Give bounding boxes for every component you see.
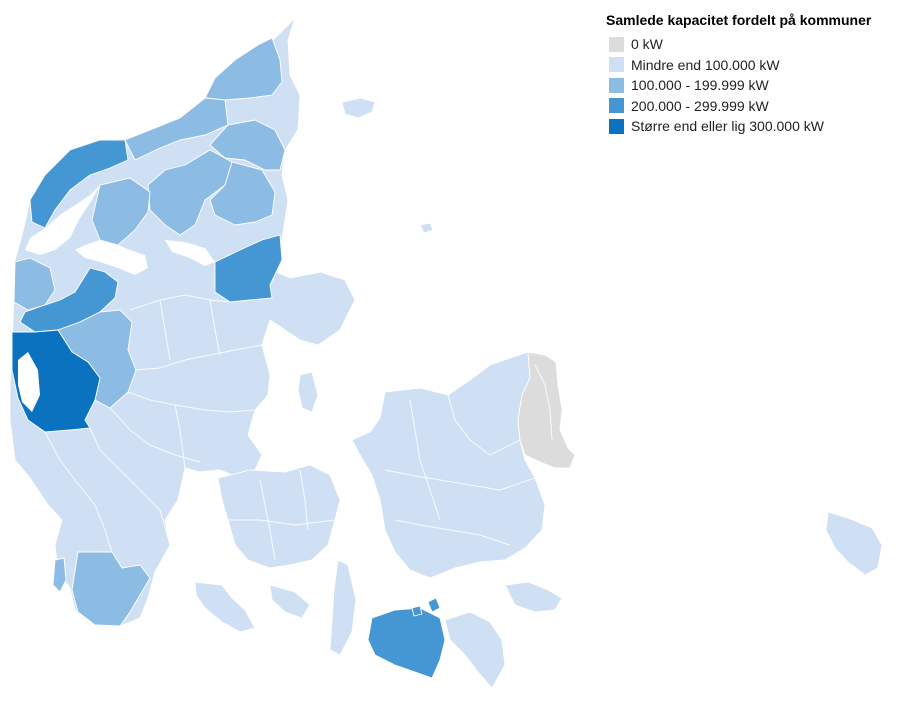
falster — [444, 611, 506, 689]
rebild — [147, 149, 233, 236]
legend-item-1: Mindre end 100.000 kW — [606, 55, 891, 76]
legend-swatch-1 — [609, 57, 624, 73]
legend-label-4: Større end eller lig 300.000 kW — [631, 118, 824, 135]
copenhagen-area — [517, 351, 576, 469]
legend-swatch-2 — [609, 77, 624, 93]
municipality-borders — [44, 294, 553, 561]
fano — [52, 557, 67, 593]
map-legend: Samlede kapacitet fordelt på kommuner 0 … — [606, 12, 891, 137]
aero — [194, 581, 256, 633]
fyn — [217, 464, 341, 569]
mariager-fjord — [165, 240, 215, 266]
jammerbugt — [124, 97, 229, 161]
legend-label-0: 0 kW — [631, 36, 663, 53]
legend-swatch-0 — [609, 36, 624, 52]
vesthimmerland — [91, 177, 151, 246]
norddjurs — [214, 234, 283, 303]
legend-label-3: 200.000 - 299.999 kW — [631, 97, 769, 114]
legend-label-2: 100.000 - 199.999 kW — [631, 77, 769, 94]
esbjerg — [71, 551, 151, 627]
tasinge — [269, 584, 311, 619]
langeland — [329, 559, 357, 656]
legend-item-2: 100.000 - 199.999 kW — [606, 75, 891, 96]
legend-title: Samlede kapacitet fordelt på kommuner — [606, 12, 872, 28]
lolland-islet-2 — [411, 605, 423, 617]
mon — [504, 581, 563, 613]
zealand — [351, 351, 546, 579]
limfjord-center — [75, 240, 148, 275]
legend-item-0: 0 kW — [606, 34, 891, 55]
legend-swatch-3 — [609, 98, 624, 114]
limfjord-west — [25, 185, 100, 255]
anholt — [419, 222, 434, 234]
legend-label-1: Mindre end 100.000 kW — [631, 56, 780, 73]
samso — [297, 371, 319, 413]
legend-item-4: Større end eller lig 300.000 kW — [606, 116, 891, 137]
lolland — [367, 607, 446, 679]
aalborg-north — [209, 119, 286, 171]
lolland-islet-1 — [427, 597, 441, 613]
legend-swatch-4 — [609, 118, 624, 134]
mariagerfjord — [209, 161, 276, 226]
ringkobing-fjord — [18, 352, 40, 412]
laeso — [341, 97, 376, 119]
legend-item-3: 200.000 - 299.999 kW — [606, 96, 891, 117]
bornholm — [825, 511, 883, 576]
hjorring — [204, 37, 283, 101]
struer — [13, 257, 56, 311]
